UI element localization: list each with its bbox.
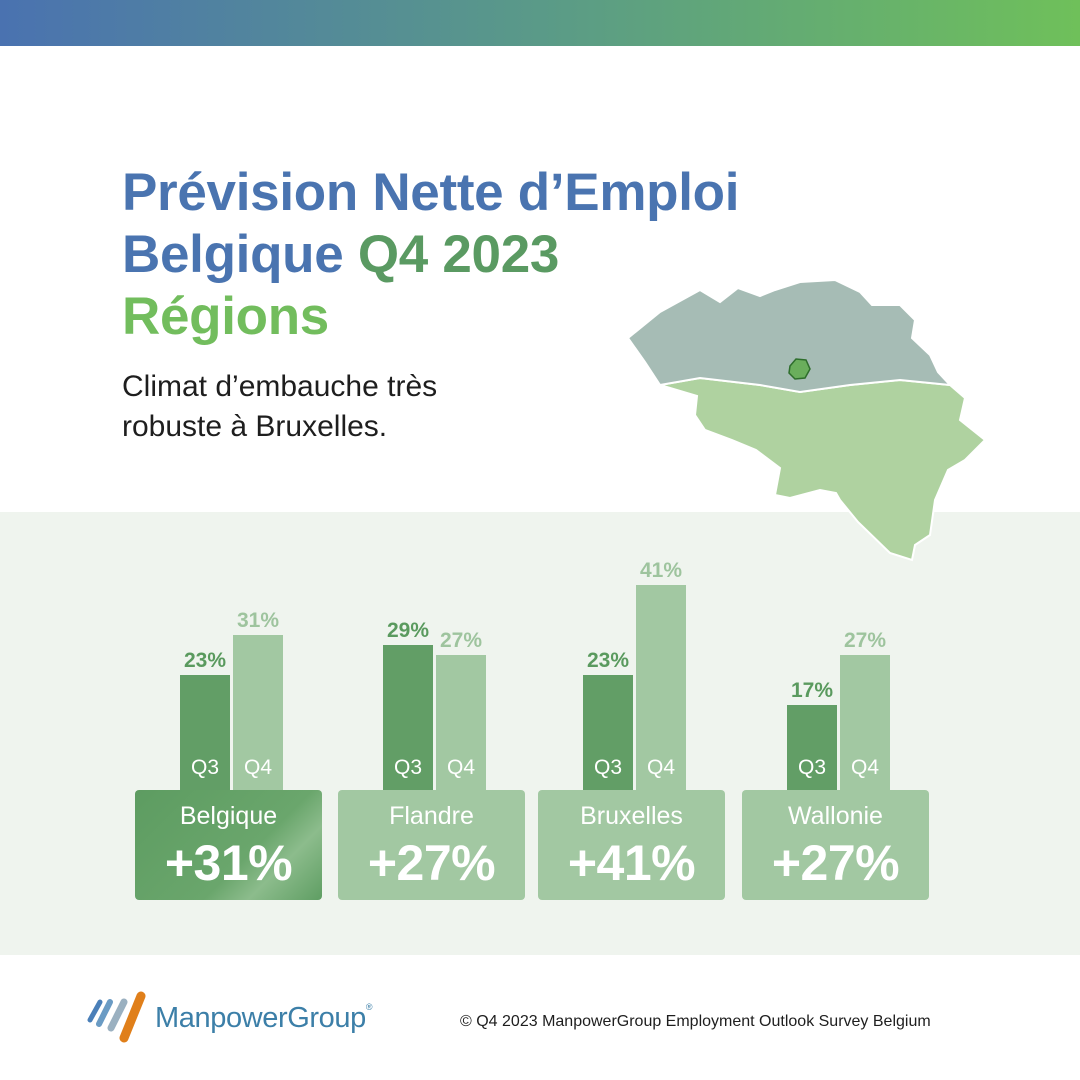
logo-name: ManpowerGroup	[155, 1002, 366, 1034]
map-region-bruxelles	[788, 358, 811, 380]
map-region-flandre	[626, 278, 953, 394]
region-total-value: +27%	[367, 835, 496, 891]
bar-q4-bruxelles	[636, 585, 686, 790]
data-label: 17%	[790, 679, 834, 702]
data-label: 29%	[386, 619, 430, 642]
title-line1: Prévision Nette d’Emploi	[122, 163, 740, 222]
quarter-label: Q4	[446, 756, 475, 779]
subtitle: Climat d’embauche très robuste à Bruxell…	[122, 370, 438, 443]
bar-q4-belgique	[233, 635, 283, 790]
top-gradient-bar	[0, 0, 1080, 46]
logo-wordmark: ManpowerGroup®	[155, 1002, 372, 1035]
quarter-label: Q3	[593, 756, 622, 779]
region-total-value: +31%	[164, 835, 293, 891]
bar-q4-wallonie	[840, 655, 890, 790]
region-summary-box: Flandre +27%	[338, 790, 525, 900]
title-quarter: Q4 2023	[357, 225, 560, 284]
region-name: Bruxelles	[580, 802, 683, 830]
quarter-label: Q3	[393, 756, 422, 779]
region-summary-box: Wallonie +27%	[742, 790, 929, 900]
title-regions: Régions	[122, 287, 329, 346]
region-name: Flandre	[389, 802, 474, 830]
region-name: Wallonie	[788, 802, 883, 830]
data-label: 41%	[639, 559, 683, 582]
quarter-label: Q4	[646, 756, 675, 779]
quarter-label: Q4	[850, 756, 879, 779]
bar-q3-flandre	[383, 645, 433, 790]
data-label: 27%	[439, 629, 483, 652]
registered-mark: ®	[365, 1002, 373, 1012]
bar-q4-flandre	[436, 655, 486, 790]
map-region-wallonie	[659, 376, 987, 562]
region-total-value: +27%	[771, 835, 900, 891]
data-label: 23%	[183, 649, 227, 672]
data-label: 31%	[236, 609, 280, 632]
region-name: Belgique	[179, 802, 278, 830]
data-label: 27%	[843, 629, 887, 652]
quarter-label: Q4	[243, 756, 272, 779]
quarter-label: Q3	[797, 756, 826, 779]
page-title: Prévision Nette d’Emploi Belgique Q4 202…	[122, 162, 739, 348]
copyright-notice: © Q4 2023 ManpowerGroup Employment Outlo…	[460, 1013, 931, 1030]
title-country: Belgique	[122, 225, 344, 284]
region-summary-box: Belgique +31%	[135, 790, 322, 900]
bar-q3-wallonie	[787, 705, 837, 790]
region-summary-box: Bruxelles +41%	[538, 790, 725, 900]
bar-q3-bruxelles	[583, 675, 633, 790]
data-label: 23%	[586, 649, 630, 672]
region-total-value: +41%	[567, 835, 696, 891]
bar-q3-belgique	[180, 675, 230, 790]
quarter-label: Q3	[190, 756, 219, 779]
belgium-map	[626, 278, 987, 562]
manpowergroup-logo-icon	[87, 991, 146, 1043]
